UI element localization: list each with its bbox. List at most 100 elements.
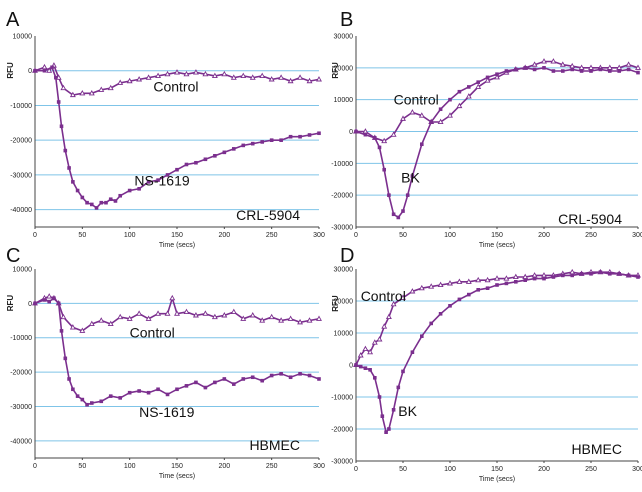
data-point: [579, 272, 584, 276]
data-point: [230, 74, 237, 80]
x-tick-label: 100: [124, 232, 136, 239]
series-control: [32, 293, 322, 333]
data-point: [165, 173, 170, 177]
data-point: [288, 375, 293, 380]
data-point: [71, 180, 75, 184]
y-tick-label: -40000: [10, 207, 32, 214]
data-point: [396, 215, 401, 220]
data-point: [184, 384, 189, 388]
data-point: [250, 375, 255, 380]
data-point: [531, 272, 538, 278]
data-point: [368, 368, 372, 372]
data-point: [42, 68, 47, 73]
x-tick-label: 50: [399, 466, 407, 473]
data-point: [94, 206, 99, 210]
cell-line-label: HBMEC: [249, 437, 300, 453]
data-point: [67, 377, 71, 381]
data-point: [373, 376, 377, 380]
y-tick-label: -20000: [10, 138, 32, 145]
data-point: [373, 136, 377, 140]
data-point: [46, 293, 53, 299]
data-point: [405, 193, 410, 197]
y-tick-label: 10000: [13, 267, 33, 274]
data-point: [85, 200, 89, 205]
x-tick-label: 100: [124, 463, 136, 470]
data-point: [288, 134, 293, 139]
data-point: [504, 281, 509, 286]
data-point: [287, 77, 294, 84]
data-point: [377, 145, 382, 150]
data-point: [202, 70, 209, 77]
data-point: [117, 313, 124, 320]
data-point: [608, 272, 612, 276]
data-point: [541, 58, 547, 64]
data-point: [418, 112, 425, 118]
data-point: [523, 278, 527, 282]
y-tick-label: 10000: [13, 34, 33, 41]
data-point: [437, 281, 444, 288]
annotation-label: BK: [401, 169, 420, 185]
x-tick-label: 300: [313, 463, 325, 470]
data-point: [363, 366, 368, 370]
data-point: [598, 270, 603, 274]
y-tick-label: 10000: [334, 97, 354, 104]
x-tick-label: 200: [538, 232, 550, 239]
data-point: [485, 286, 490, 290]
data-point: [33, 68, 37, 73]
data-point: [457, 297, 462, 302]
data-point: [561, 273, 565, 278]
data-point: [522, 273, 529, 280]
annotation-label: Control: [394, 91, 439, 107]
data-point: [401, 209, 405, 213]
y-tick-label: -10000: [10, 103, 32, 110]
data-point: [316, 315, 322, 321]
data-point: [494, 74, 500, 80]
data-point: [60, 84, 67, 91]
data-point: [512, 273, 519, 280]
data-point: [240, 72, 247, 78]
data-point: [136, 310, 143, 316]
data-point: [107, 320, 114, 327]
data-point: [354, 363, 358, 367]
series-line: [35, 66, 320, 209]
data-point: [476, 288, 480, 292]
data-point: [50, 65, 54, 70]
x-tick-label: 300: [313, 232, 325, 239]
data-point: [503, 275, 510, 281]
data-point: [371, 339, 378, 345]
data-point: [203, 385, 208, 390]
data-point: [118, 193, 122, 198]
data-point: [400, 115, 406, 121]
data-point: [108, 394, 113, 398]
data-point: [542, 66, 546, 70]
y-tick-label: 20000: [334, 65, 354, 72]
data-point: [475, 276, 482, 283]
y-tick-label: 0: [349, 363, 353, 370]
data-point: [362, 345, 369, 352]
x-tick-label: 200: [218, 463, 230, 470]
x-tick-label: 250: [585, 232, 597, 239]
data-point: [391, 408, 396, 412]
data-point: [164, 70, 171, 77]
x-axis-label: Time (secs): [479, 242, 515, 249]
data-point: [183, 70, 190, 77]
data-point: [420, 334, 424, 338]
data-point: [203, 157, 208, 162]
data-point: [390, 300, 397, 307]
data-point: [306, 317, 313, 323]
data-point: [184, 162, 189, 167]
data-point: [297, 74, 304, 80]
data-point: [221, 312, 228, 318]
data-point: [222, 150, 227, 155]
data-point: [59, 124, 64, 129]
data-point: [485, 75, 490, 80]
data-point: [56, 100, 61, 104]
data-point: [636, 70, 640, 75]
panel-letter: D: [340, 245, 354, 267]
data-point: [202, 310, 209, 316]
data-point: [287, 315, 294, 321]
cell-line-label: HBMEC: [571, 441, 622, 457]
data-point: [59, 329, 64, 333]
